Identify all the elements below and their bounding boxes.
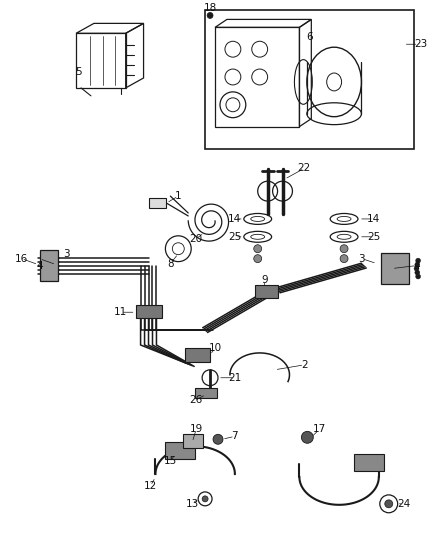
Text: 14: 14 [367,214,381,224]
Text: 16: 16 [15,254,28,264]
Circle shape [301,431,313,443]
Text: 3: 3 [63,249,70,259]
Circle shape [254,245,261,253]
Text: 19: 19 [190,424,203,434]
Circle shape [415,270,420,275]
Text: 18: 18 [203,3,217,12]
Text: 7: 7 [232,431,238,441]
Circle shape [385,500,393,508]
Bar [195,387,217,398]
Text: 24: 24 [397,499,410,509]
Text: 20: 20 [190,234,203,244]
Polygon shape [185,348,210,362]
Circle shape [207,12,213,19]
Circle shape [415,262,420,267]
Bar [381,253,409,285]
Text: 4: 4 [413,261,420,271]
Text: 21: 21 [228,373,241,383]
Polygon shape [354,454,384,471]
Circle shape [416,274,420,279]
Text: 3: 3 [359,254,365,264]
Text: 2: 2 [301,360,307,370]
Text: 4: 4 [36,261,42,271]
Bar [183,434,203,448]
Circle shape [202,496,208,502]
Text: 9: 9 [261,276,268,286]
Text: 17: 17 [313,424,326,434]
Circle shape [254,255,261,263]
Text: 11: 11 [114,307,127,317]
Text: 13: 13 [186,499,199,509]
Text: 22: 22 [298,163,311,173]
Text: 26: 26 [190,394,203,405]
Text: 5: 5 [75,67,81,77]
Text: 1: 1 [175,191,182,201]
Circle shape [213,434,223,445]
Circle shape [416,258,420,263]
Text: 14: 14 [228,214,241,224]
Text: 15: 15 [164,456,177,466]
Circle shape [340,245,348,253]
Text: 6: 6 [306,33,313,42]
Text: 12: 12 [144,481,157,491]
Circle shape [340,255,348,263]
Circle shape [414,266,419,271]
Text: 25: 25 [228,232,241,242]
Text: 10: 10 [208,343,222,353]
Polygon shape [166,442,195,459]
Bar [205,11,413,149]
Bar [40,249,58,281]
Text: 25: 25 [367,232,381,242]
Bar [148,198,166,208]
Polygon shape [136,305,162,318]
Polygon shape [255,286,278,298]
Text: 8: 8 [167,259,174,269]
Text: 23: 23 [414,39,427,49]
